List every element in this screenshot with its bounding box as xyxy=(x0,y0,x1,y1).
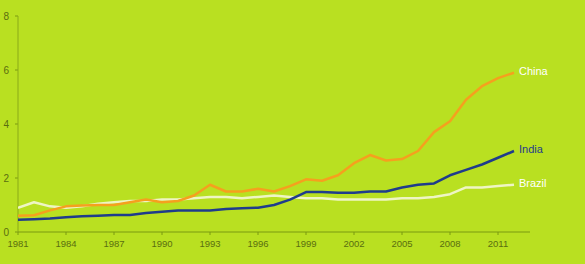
x-tick-label: 1990 xyxy=(151,238,172,249)
x-tick-label: 1993 xyxy=(199,238,220,249)
series-line xyxy=(18,73,514,216)
series-label: Brazil xyxy=(519,177,547,189)
x-axis xyxy=(18,232,530,233)
x-tick-label: 1996 xyxy=(247,238,268,249)
y-tick-label: 0 xyxy=(3,227,9,238)
plot-lines xyxy=(18,73,514,220)
y-tick-label: 4 xyxy=(3,119,9,130)
x-tick-label: 1999 xyxy=(295,238,316,249)
y-tick-label: 8 xyxy=(3,11,9,22)
x-tick-label: 1981 xyxy=(7,238,28,249)
y-tick-label: 2 xyxy=(3,173,9,184)
chart: 0 2 4 6 8 1981 1984 1987 1990 1993 1996 1999 2002 200… xyxy=(0,0,585,264)
series-label: India xyxy=(519,143,544,155)
series-line xyxy=(18,151,514,220)
x-tick-label: 2008 xyxy=(439,238,460,249)
y-axis xyxy=(18,16,19,232)
x-tick-label: 2011 xyxy=(488,238,508,249)
x-tick-label: 2002 xyxy=(343,238,364,249)
series-label: China xyxy=(519,65,549,77)
series-labels: Brazil India China xyxy=(519,65,549,189)
x-tick-label: 2005 xyxy=(391,238,412,249)
x-tick-label: 1984 xyxy=(55,238,76,249)
y-tick-label: 6 xyxy=(3,65,9,76)
x-tick-label: 1987 xyxy=(103,238,124,249)
